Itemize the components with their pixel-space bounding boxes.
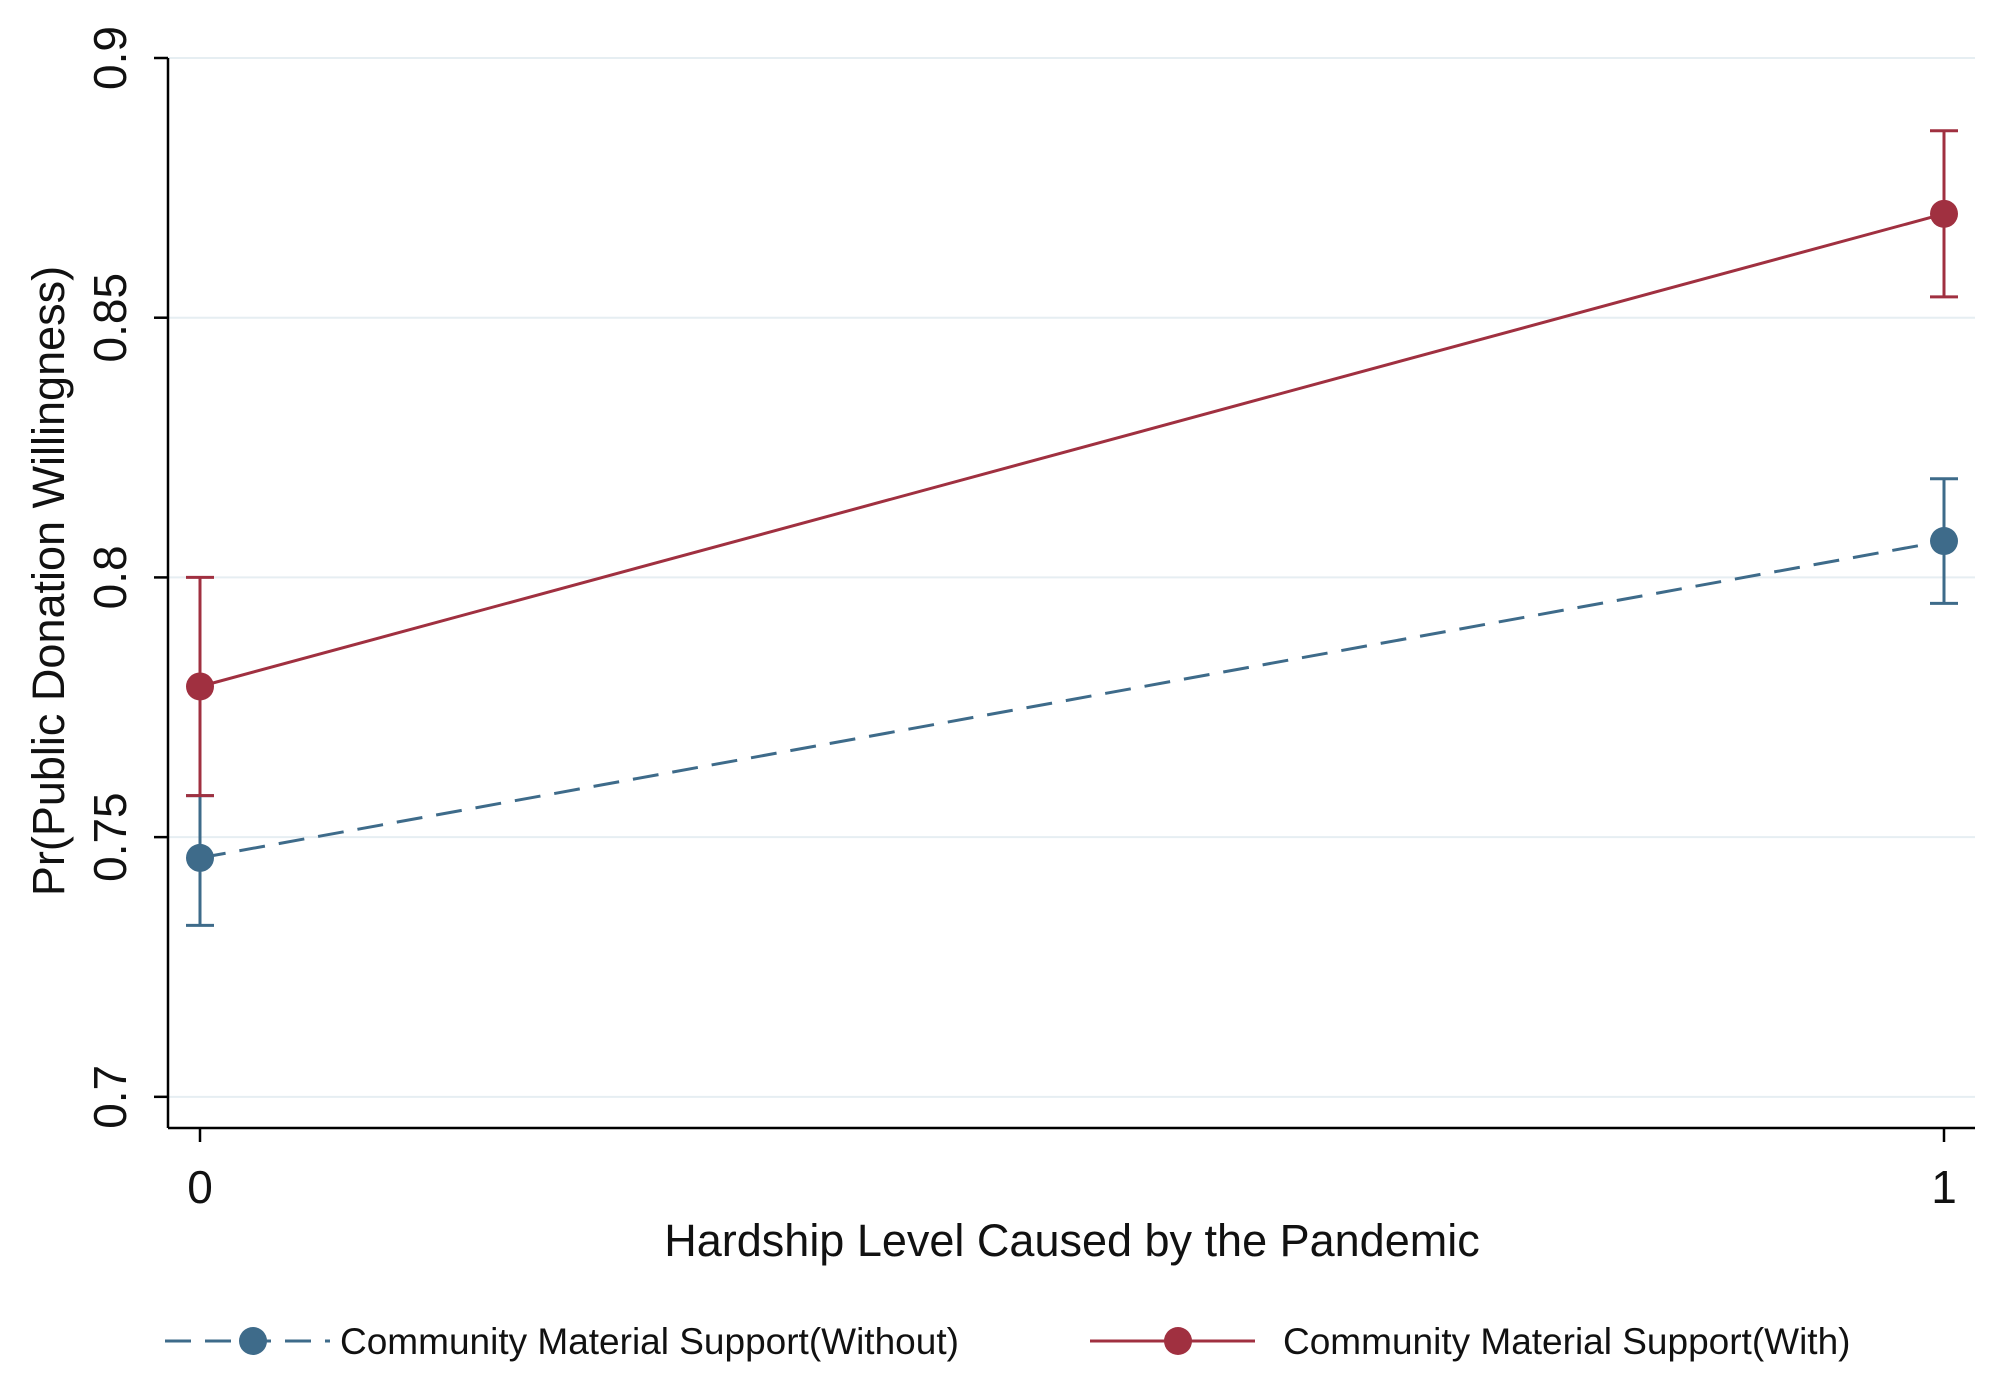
y-tick-label: 0.9 <box>84 26 136 90</box>
y-tick-label: 0.75 <box>84 792 136 882</box>
legend-swatch-marker <box>239 1327 267 1355</box>
x-tick-label: 1 <box>1931 1161 1957 1213</box>
data-point <box>1930 199 1958 228</box>
y-tick-label: 0.7 <box>84 1065 136 1129</box>
legend-entry-1: Community Material Support(With) <box>1090 1321 1850 1362</box>
series-line <box>199 539 1945 860</box>
x-axis-title: Hardship Level Caused by the Pandemic <box>664 1215 1479 1266</box>
series-1 <box>186 129 1958 798</box>
legend-swatch-marker <box>1164 1327 1192 1355</box>
data-point <box>186 843 214 872</box>
axes <box>166 58 1975 1130</box>
y-axis-title: Pr(Public Donation Willingness) <box>23 266 74 896</box>
data-point <box>1930 527 1958 556</box>
series <box>186 129 1958 927</box>
legend-label: Community Material Support(Without) <box>340 1321 959 1362</box>
y-tick-label: 0.85 <box>84 273 136 363</box>
grid-lines <box>168 57 1975 1098</box>
legend-label: Community Material Support(With) <box>1283 1321 1850 1362</box>
legend: Community Material Support(Without) Commu… <box>165 1321 1850 1362</box>
x-tick-label: 0 <box>187 1161 213 1213</box>
legend-entry-0: Community Material Support(Without) <box>165 1321 959 1362</box>
y-ticks: 0.7 0.75 0.8 0.85 0.9 <box>84 26 168 1129</box>
y-tick-label: 0.8 <box>84 545 136 609</box>
series-0 <box>186 477 1958 927</box>
series-line <box>199 212 1945 688</box>
data-point <box>186 672 214 701</box>
